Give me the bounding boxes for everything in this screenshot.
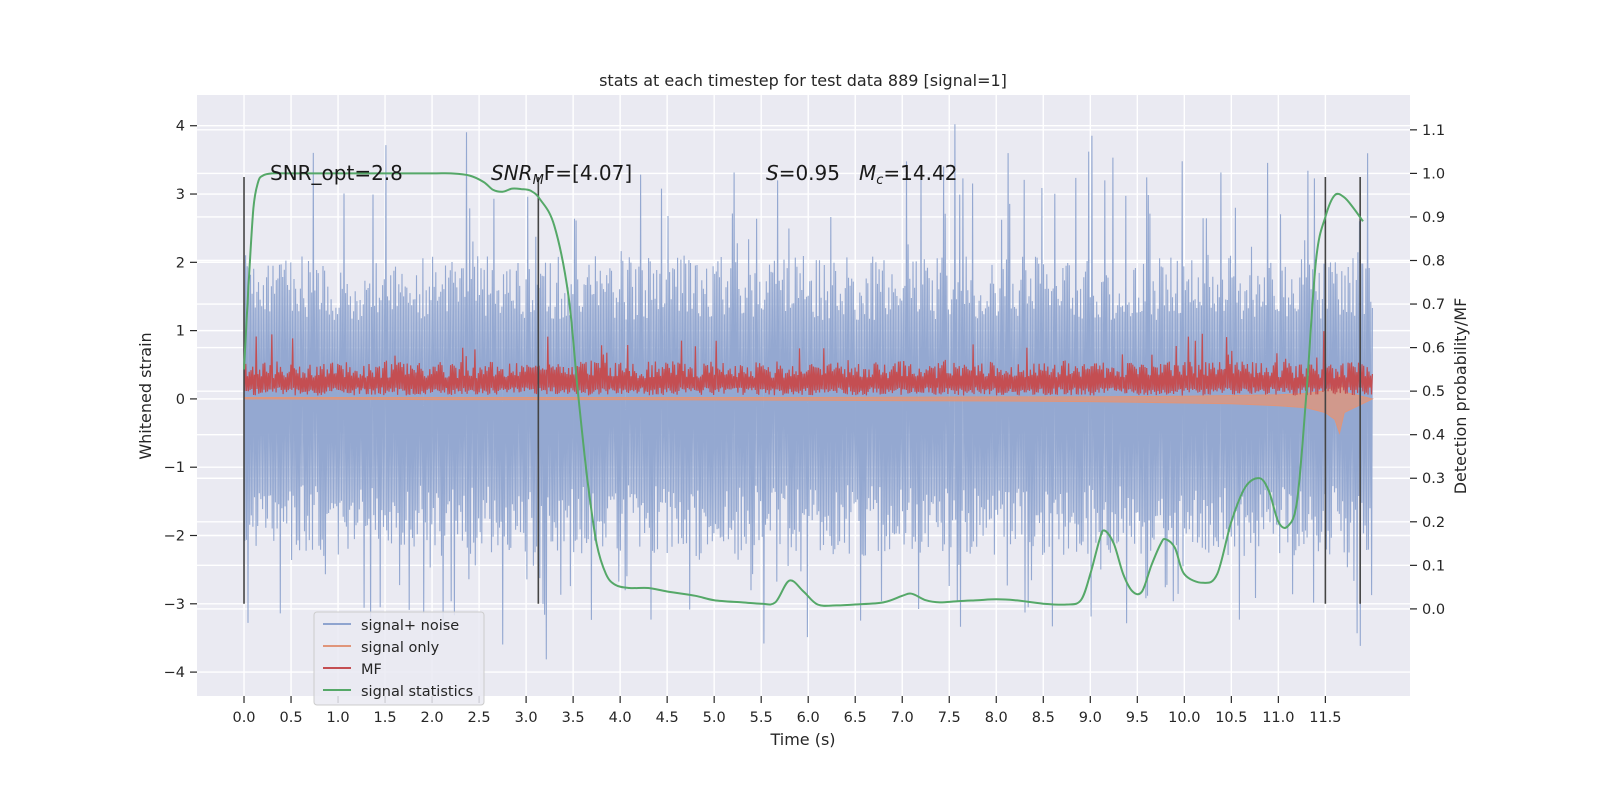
series-mf [243,331,1373,396]
y-tick-label-3: 1 [176,324,185,340]
x-tick-label-18: 9.0 [1079,710,1102,726]
signal-noise-trace [243,124,1373,660]
x-tick-label-22: 11.0 [1262,710,1294,726]
y2-tick-label-3: 0.8 [1422,253,1445,269]
annotation-mc: Mc=14.42 [859,161,957,188]
legend-box [313,611,485,706]
x-tick-label-6: 3.0 [515,710,538,726]
y-tick-label-0: 4 [176,119,185,135]
y2-tick-label-8: 0.3 [1422,471,1445,487]
y2-tick-label-7: 0.4 [1422,428,1445,444]
annotation-mc-symbol: M [859,161,876,185]
x-tick-label-12: 6.0 [797,710,820,726]
annotation-snr-mf-subscript: M [533,173,544,188]
x-tick-label-19: 9.5 [1126,710,1149,726]
legend-label-signal-noise: signal+ noise [361,618,459,634]
annotation-s-value: =0.95 [779,161,840,185]
chart-title: stats at each timestep for test data 889… [599,71,1007,90]
y-tick-label-2: 2 [176,255,185,271]
x-tick-label-17: 8.5 [1032,710,1055,726]
annotation-mc-value: =14.42 [883,161,957,185]
x-tick-label-11: 5.5 [750,710,773,726]
annotation-snr-mf-symbol: SNR [491,161,533,185]
x-tick-label-9: 4.5 [656,710,679,726]
y2-tick-label-0: 1.1 [1422,123,1445,139]
legend-label-signal-statistics: signal statistics [361,684,473,700]
y2-tick-label-9: 0.2 [1422,515,1445,531]
x-tick-label-10: 5.0 [703,710,726,726]
x-tick-label-20: 10.0 [1168,710,1200,726]
annotation-mc-subscript: c [876,173,883,188]
x-axis-label: Time (s) [769,730,835,749]
series-signal-statistics [243,172,1364,607]
y2-tick-label-4: 0.7 [1422,297,1445,313]
x-tick-label-7: 3.5 [562,710,585,726]
y-axis-right: 1.1 1.0 0.9 0.8 0.7 0.6 0.5 0.4 0.3 0.2 0.1 0.0 [1410,123,1445,618]
x-tick-label-23: 11.5 [1309,710,1341,726]
x-tick-label-8: 4.0 [609,710,632,726]
x-tick-label-4: 2.0 [421,710,444,726]
legend-label-mf: MF [361,662,382,678]
annotation-snr-opt: SNR_opt=2.8 [270,161,403,185]
signal-only-trace [243,373,1374,435]
annotation-s-symbol: S [766,161,779,185]
x-tick-label-13: 6.5 [844,710,867,726]
y-tick-label-8: −4 [164,665,185,681]
x-tick-label-5: 2.5 [468,710,491,726]
annotation-s: S=0.95 [766,161,840,185]
annotation-snr-mf-value: F=[4.07] [544,161,632,185]
y2-tick-label-2: 0.9 [1422,210,1445,226]
y2-tick-label-6: 0.5 [1422,384,1445,400]
y2-axis-label: Detection probability/MF [1451,298,1470,495]
y-tick-label-6: −2 [164,529,185,545]
x-tick-label-15: 7.5 [938,710,961,726]
y2-tick-label-11: 0.0 [1422,602,1445,618]
y2-tick-label-1: 1.0 [1422,166,1445,182]
legend-label-signal-only: signal only [361,640,440,656]
signal-statistics-trace [243,172,1364,607]
y-tick-label-1: 3 [176,187,185,203]
mf-trace [243,331,1373,396]
annotation-snr-mf: SNRMF=[4.07] [491,161,632,188]
y-tick-label-4: 0 [176,392,185,408]
x-tick-label-0: 0.0 [232,710,255,726]
legend: signal+ noise signal only MF signal stat… [313,611,485,706]
vertical-markers [243,176,1361,604]
x-tick-label-16: 8.0 [985,710,1008,726]
y2-tick-label-10: 0.1 [1422,558,1445,574]
y-axis-left: 4 3 2 1 0 −1 −2 −3 −4 [164,119,197,681]
y-tick-label-7: −3 [164,597,185,613]
x-tick-label-14: 7.0 [891,710,914,726]
x-tick-label-3: 1.5 [374,710,397,726]
y2-tick-label-5: 0.6 [1422,341,1445,357]
x-tick-label-21: 10.5 [1215,710,1247,726]
x-axis: 0.0 0.5 1.0 1.5 2.0 2.5 3.0 3.5 4.0 4.5 5.0 5.5 6.0 6… [232,696,1342,726]
x-tick-label-2: 1.0 [327,710,350,726]
x-tick-label-1: 0.5 [279,710,302,726]
y-axis-label: Whitened strain [136,332,155,459]
y-tick-label-5: −1 [164,460,185,476]
series-signal-noise [243,124,1373,660]
series-signal-only [243,373,1374,435]
